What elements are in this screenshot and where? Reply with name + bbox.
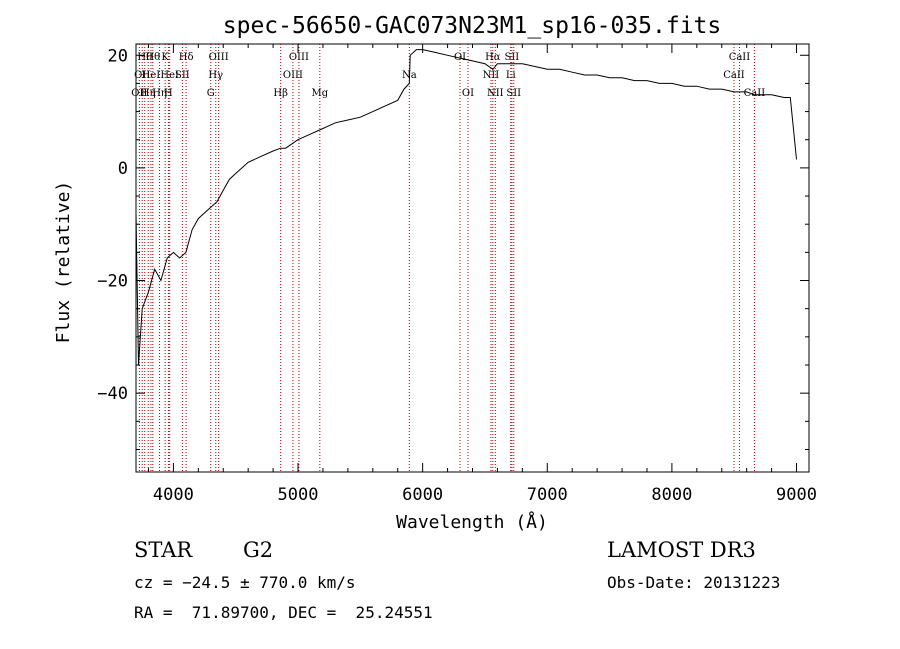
marker-label: Mg [312, 88, 329, 99]
marker-label: OIII [289, 52, 309, 63]
x-tick-label: 7000 [527, 485, 568, 505]
y-tick-label: −40 [97, 384, 128, 404]
object-subclass: G2 [243, 538, 274, 562]
chart-title: spec-56650-GAC073N23M1_sp16-035.fits [223, 13, 722, 39]
marker-label: OII [134, 70, 150, 81]
x-tick-label: 5000 [278, 485, 319, 505]
x-tick-label: 8000 [651, 485, 692, 505]
x-tick-label: 4000 [153, 485, 194, 505]
object-class: STAR [134, 538, 193, 562]
marker-label: SII [506, 88, 521, 99]
marker-label: Hη [141, 88, 156, 99]
marker-label: OII [131, 88, 147, 99]
marker-label: NII [487, 88, 504, 99]
x-tick-label: 6000 [402, 485, 443, 505]
marker-label: Li [506, 70, 516, 81]
marker-label: SII [175, 70, 190, 81]
marker-label: CaII [744, 88, 766, 99]
marker-label: K [161, 52, 169, 63]
redshift-text: cz = −24.5 ± 770.0 km/s [134, 573, 356, 592]
marker-label: H [164, 88, 173, 99]
marker-label: Hθ [137, 52, 152, 63]
marker-label: NII [483, 70, 500, 81]
marker-label: OI [462, 88, 474, 99]
marker-label: Hδ [179, 52, 194, 63]
marker-label: HeI [160, 70, 179, 81]
line-markers: OIIOIIHθHηHeIHθHηKHHeISIIHδGHγOIIIHβOIII… [131, 44, 765, 472]
y-tick-label: 20 [108, 46, 128, 66]
marker-label: G [207, 88, 215, 99]
coordinates-text: RA = 71.89700, DEC = 25.24551 [134, 603, 433, 622]
y-tick-label: 0 [118, 159, 128, 179]
y-tick-label: −20 [97, 272, 128, 292]
marker-label: CaII [723, 70, 745, 81]
x-axis-label: Wavelength (Å) [396, 511, 548, 533]
survey-name: LAMOST DR3 [607, 538, 756, 562]
marker-label: SII [505, 52, 520, 63]
marker-label: HeI [142, 70, 161, 81]
marker-label: Hη [152, 88, 167, 99]
marker-label: CaII [729, 52, 751, 63]
spectrum-line [135, 49, 797, 366]
marker-label: OIII [283, 70, 303, 81]
y-ticks: −40 −20 0 20 [97, 46, 809, 450]
x-tick-label: 9000 [776, 485, 817, 505]
marker-label: Hγ [208, 70, 223, 81]
marker-label: Hθ [145, 52, 160, 63]
marker-label: OI [454, 52, 466, 63]
plot-frame [135, 43, 810, 473]
y-axis-label: Flux (relative) [53, 181, 74, 344]
obs-date-text: Obs-Date: 20131223 [607, 573, 781, 592]
marker-label: Hα [485, 52, 501, 63]
x-ticks: 4000 5000 6000 7000 8000 9000 [147, 44, 817, 505]
marker-label: OIII [209, 52, 229, 63]
marker-label: Hβ [273, 88, 288, 99]
